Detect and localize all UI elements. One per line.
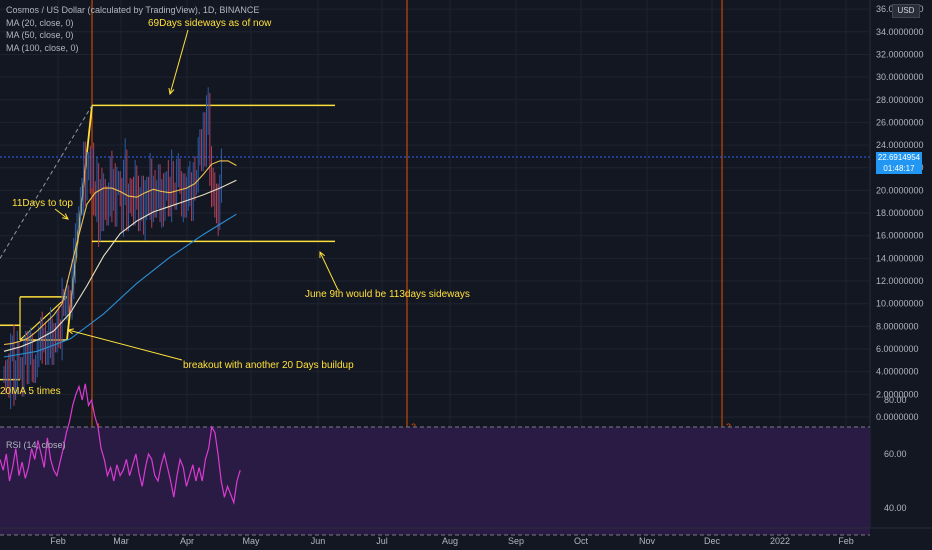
- price-tick-label: 28.0000000: [876, 95, 924, 105]
- time-tick-label: Feb: [50, 536, 66, 546]
- price-tick-label: 12.0000000: [876, 276, 924, 286]
- price-tick-label: 34.0000000: [876, 27, 924, 37]
- price-tick-label: 18.0000000: [876, 208, 924, 218]
- price-tick-label: 14.0000000: [876, 253, 924, 263]
- ma50-legend[interactable]: MA (50, close, 0): [6, 30, 74, 40]
- time-tick-label: Sep: [508, 536, 524, 546]
- time-tick-label: Mar: [113, 536, 129, 546]
- projection-line: [0, 105, 93, 259]
- rally-line: [66, 105, 93, 341]
- time-tick-label: Jul: [376, 536, 388, 546]
- rsi-legend[interactable]: RSI (14, close): [6, 440, 66, 450]
- annotation-label: 69Days sideways as of now: [148, 18, 272, 29]
- bar-countdown: 01:48:17: [883, 164, 915, 173]
- last-price-tag: 22.6914954 01:48:17: [876, 152, 922, 174]
- rsi-tick-label: 60.00: [884, 449, 907, 459]
- axis-background: [870, 0, 932, 550]
- annotation-label: 20MA 5 times: [0, 386, 61, 397]
- time-tick-label: Aug: [442, 536, 458, 546]
- rsi-tick-label: 80.00: [884, 395, 907, 405]
- arrow-head: [168, 88, 175, 96]
- price-tick-label: 6.0000000: [876, 344, 919, 354]
- annotation-label: 11Days to top: [12, 198, 73, 209]
- moving-averages: [3, 160, 237, 358]
- price-tick-label: 2.0000000: [876, 389, 919, 399]
- rsi-pane: 40.00 60.00 80.00: [0, 383, 907, 536]
- ma-line: [3, 160, 237, 346]
- ma20-legend[interactable]: MA (20, close, 0): [6, 17, 74, 28]
- time-tick-label: May: [242, 536, 260, 546]
- annotation-label: June 9th would be 113days sideways: [305, 289, 470, 300]
- annotation-arrow: [67, 329, 183, 361]
- ma-line: [3, 179, 237, 352]
- time-tick-label: 2022: [770, 536, 790, 546]
- time-tick-label: Nov: [639, 536, 656, 546]
- price-tick-label: 20.0000000: [876, 185, 924, 195]
- price-tick-label: 32.0000000: [876, 49, 924, 59]
- price-tick-label: 24.0000000: [876, 140, 924, 150]
- symbol-title[interactable]: Cosmos / US Dollar (calculated by Tradin…: [6, 5, 260, 15]
- time-tick-label: Jun: [311, 536, 326, 546]
- time-tick-label: Dec: [704, 536, 721, 546]
- ma100-legend[interactable]: MA (100, close, 0): [6, 42, 79, 53]
- rsi-band: [0, 427, 870, 535]
- annotation-arrow: [54, 208, 69, 220]
- price-axis: 0.0000000 2.0000000 4.0000000 6.0000000 8.00…: [869, 0, 932, 550]
- price-tick-label: 4.0000000: [876, 367, 919, 377]
- price-tick-label: 26.0000000: [876, 117, 924, 127]
- rsi-line: [0, 383, 241, 505]
- annotation-arrow: [169, 29, 189, 95]
- annotation-label: breakout with another 20 Days buildup: [183, 360, 354, 371]
- currency-label: USD: [897, 6, 915, 15]
- last-price-value: 22.6914954: [877, 153, 921, 162]
- price-tick-label: 30.0000000: [876, 72, 924, 82]
- price-tick-label: 16.0000000: [876, 231, 924, 241]
- time-tick-label: Apr: [180, 536, 194, 546]
- candles: [3, 87, 222, 410]
- annotation-arrow: [319, 251, 339, 291]
- chart-legend: Cosmos / US Dollar (calculated by Tradin…: [6, 4, 259, 54]
- arrow-head: [319, 250, 325, 259]
- arrow-head: [62, 213, 69, 220]
- price-tick-label: 0.0000000: [876, 412, 919, 422]
- buildup-line: [19, 296, 68, 341]
- annotations: 69Days sideways as of now 11Days to top Ju…: [0, 18, 470, 397]
- ma-line: [3, 213, 237, 358]
- time-axis: Feb Mar Apr May Jun Jul Aug Sep Oct Nov Dec 2022 Feb: [0, 527, 932, 546]
- time-tick-label: Oct: [574, 536, 589, 546]
- price-tick-label: 8.0000000: [876, 321, 919, 331]
- currency-badge[interactable]: USD: [892, 4, 920, 18]
- price-tick-label: 10.0000000: [876, 299, 924, 309]
- arrow-head: [66, 328, 74, 335]
- time-tick-label: Feb: [838, 536, 854, 546]
- rsi-tick-label: 40.00: [884, 503, 907, 513]
